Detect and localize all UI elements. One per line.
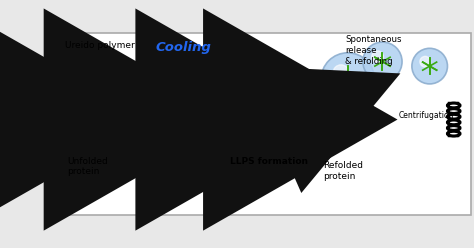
Text: Cooling: Cooling xyxy=(155,41,211,54)
Circle shape xyxy=(254,104,271,121)
Ellipse shape xyxy=(336,134,347,139)
Text: Refolded
protein: Refolded protein xyxy=(323,161,363,181)
Ellipse shape xyxy=(447,109,460,114)
Ellipse shape xyxy=(447,114,460,119)
Ellipse shape xyxy=(336,124,347,128)
Circle shape xyxy=(363,42,402,81)
Ellipse shape xyxy=(447,125,460,130)
Ellipse shape xyxy=(336,118,347,123)
Ellipse shape xyxy=(447,103,460,108)
Ellipse shape xyxy=(336,140,347,144)
Ellipse shape xyxy=(447,131,460,136)
Text: LLPS formation: LLPS formation xyxy=(230,157,309,166)
Circle shape xyxy=(321,53,374,106)
Text: Centrifugation: Centrifugation xyxy=(399,111,454,120)
Circle shape xyxy=(333,65,349,81)
Text: Spontaneous
release
& refolding: Spontaneous release & refolding xyxy=(345,35,401,66)
Text: Unfolded
protein: Unfolded protein xyxy=(67,157,108,176)
Circle shape xyxy=(420,56,430,67)
Circle shape xyxy=(372,51,383,63)
Ellipse shape xyxy=(447,120,460,125)
Text: Ureido polymer: Ureido polymer xyxy=(64,41,134,50)
FancyBboxPatch shape xyxy=(54,33,471,215)
Circle shape xyxy=(241,91,298,148)
Ellipse shape xyxy=(336,129,347,133)
Circle shape xyxy=(412,48,447,84)
